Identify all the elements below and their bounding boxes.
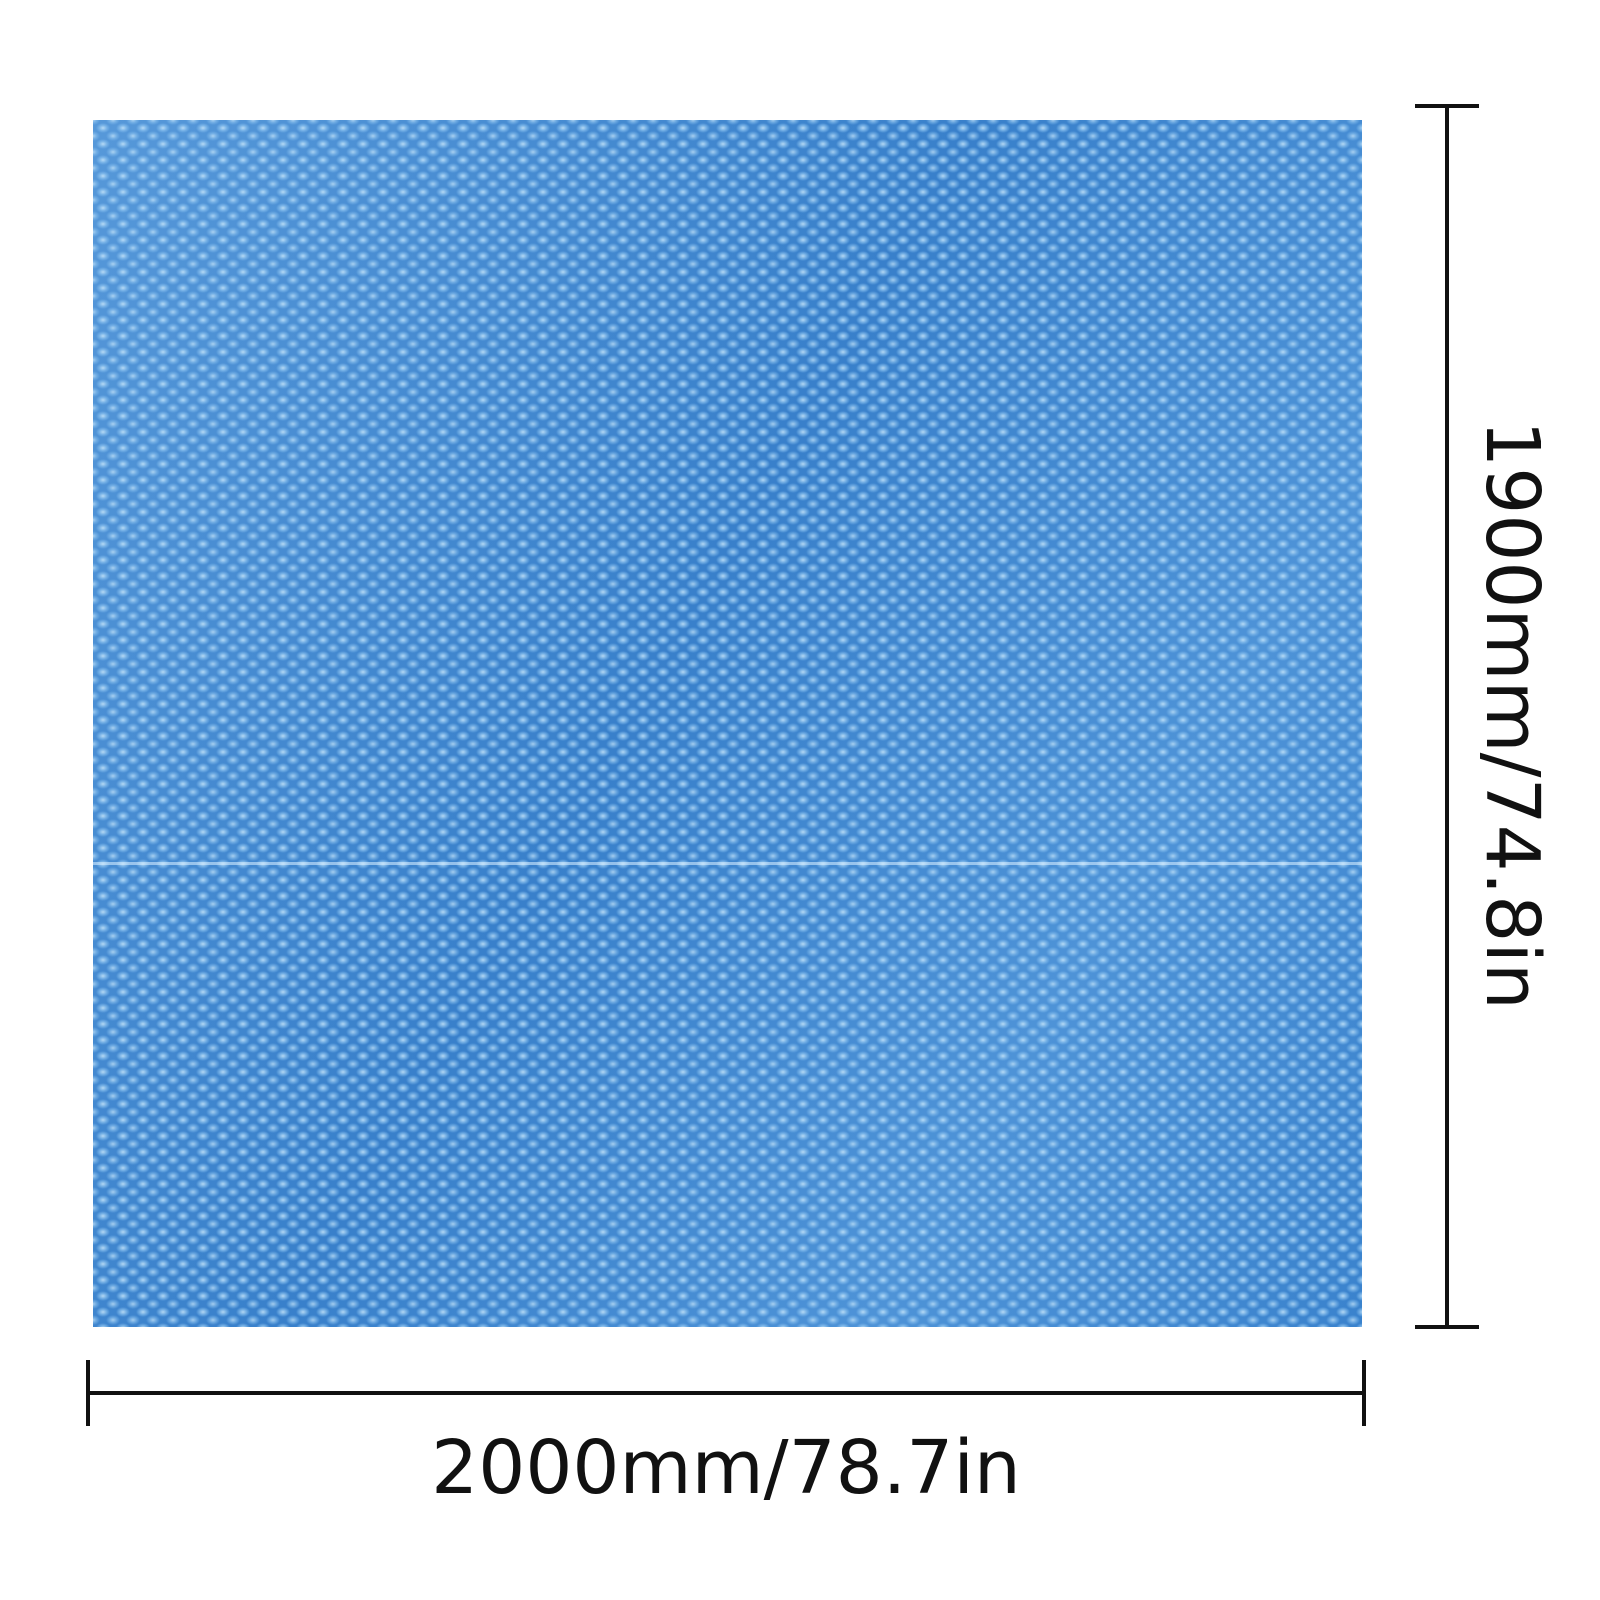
width-dimension-line xyxy=(88,1391,1365,1395)
height-dimension-cap-bottom xyxy=(1415,1325,1479,1329)
pool-cover-image xyxy=(93,120,1362,1327)
width-dimension-cap-left xyxy=(86,1360,90,1426)
cover-seam xyxy=(93,862,1362,865)
width-label: 2000mm/78.7in xyxy=(431,1425,1021,1511)
height-label: 1900mm/74.8in xyxy=(1469,420,1555,1010)
height-dimension-line xyxy=(1445,106,1449,1328)
height-dimension-cap-top xyxy=(1415,104,1479,108)
width-dimension-cap-right xyxy=(1362,1360,1366,1426)
